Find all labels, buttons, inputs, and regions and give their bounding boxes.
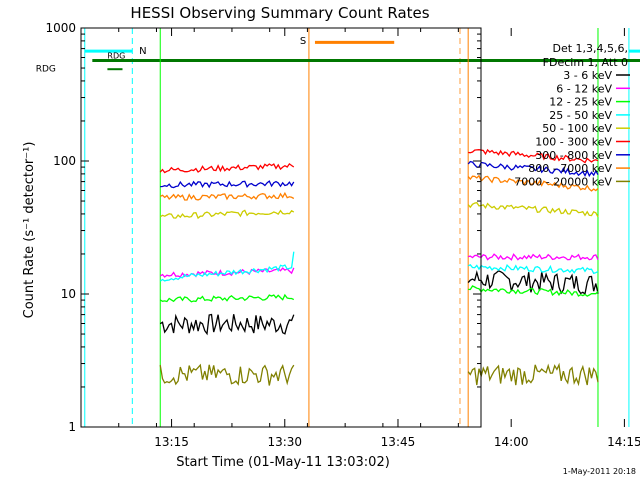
x-tick-label: 13:30 [267,435,302,449]
chart-title: HESSI Observing Summary Count Rates [130,4,429,22]
series-line-5-segment-1 [159,209,295,220]
plot-frame [80,27,482,428]
legend-label: 300 - 800 keV [535,149,612,162]
series-line-1-segment-1 [159,313,295,336]
band-layer: N S RDG RDG [36,28,640,427]
night-marker-label: N [139,46,146,57]
series-line-9-segment-2 [467,362,599,387]
x-tick-label: 13:15 [154,435,189,449]
y-axis-label: Count Rate (s⁻¹ detector⁻¹) [22,142,37,319]
saa-marker-label: S [300,36,306,47]
series-line-7-segment-2 [467,160,599,178]
legend-label: 50 - 100 keV [542,122,612,135]
series-line-9-segment-1 [159,363,295,386]
x-axis-label: Start Time (01-May-11 13:03:02) [176,455,390,470]
series-line-3-segment-1 [159,293,295,303]
x-tick-label: 14:00 [494,435,529,449]
x-tick-label: 13:45 [381,435,416,449]
legend-label: 7000 - 20000 keV [514,175,612,188]
y-tick-label: 1 [68,420,76,434]
series-line-5-segment-2 [467,201,599,218]
legend-header-line-2: FDecim 1, Att 0 [543,56,628,69]
rdg-left-marker-label: RDG [36,65,56,75]
series-line-6-segment-1 [159,162,295,174]
x-tick-label: 14:15 [607,435,640,449]
series-line-3-segment-2 [468,285,599,297]
legend-header-line-1: Det 1,3,4,5,6, [552,42,628,55]
legend-label: 800 - 7000 keV [528,162,612,175]
series-line-1-segment-2 [467,270,599,296]
series-line-6-segment-2 [468,148,599,164]
series-line-2-segment-2 [468,253,599,261]
y-tick-label: 1000 [45,21,76,35]
series-layer [159,148,599,387]
series-line-4-segment-1 [159,251,295,282]
legend-label: 3 - 6 keV [563,69,612,82]
y-tick-label: 10 [61,287,76,301]
series-line-2-segment-1 [159,267,295,278]
footer-timestamp: 1-May-2011 20:18 [563,467,636,476]
series-line-4-segment-2 [467,263,599,275]
legend-label: 100 - 300 keV [535,136,612,149]
y-tick-label: 100 [53,154,76,168]
legend-label: 6 - 12 keV [556,82,612,95]
series-line-7-segment-1 [160,180,295,189]
legend-label: 25 - 50 keV [549,109,612,122]
rdg-marker-label: RDG [107,51,125,60]
series-line-8-segment-1 [159,191,295,201]
series-line-8-segment-2 [467,174,599,192]
legend-label: 12 - 25 keV [549,96,612,109]
